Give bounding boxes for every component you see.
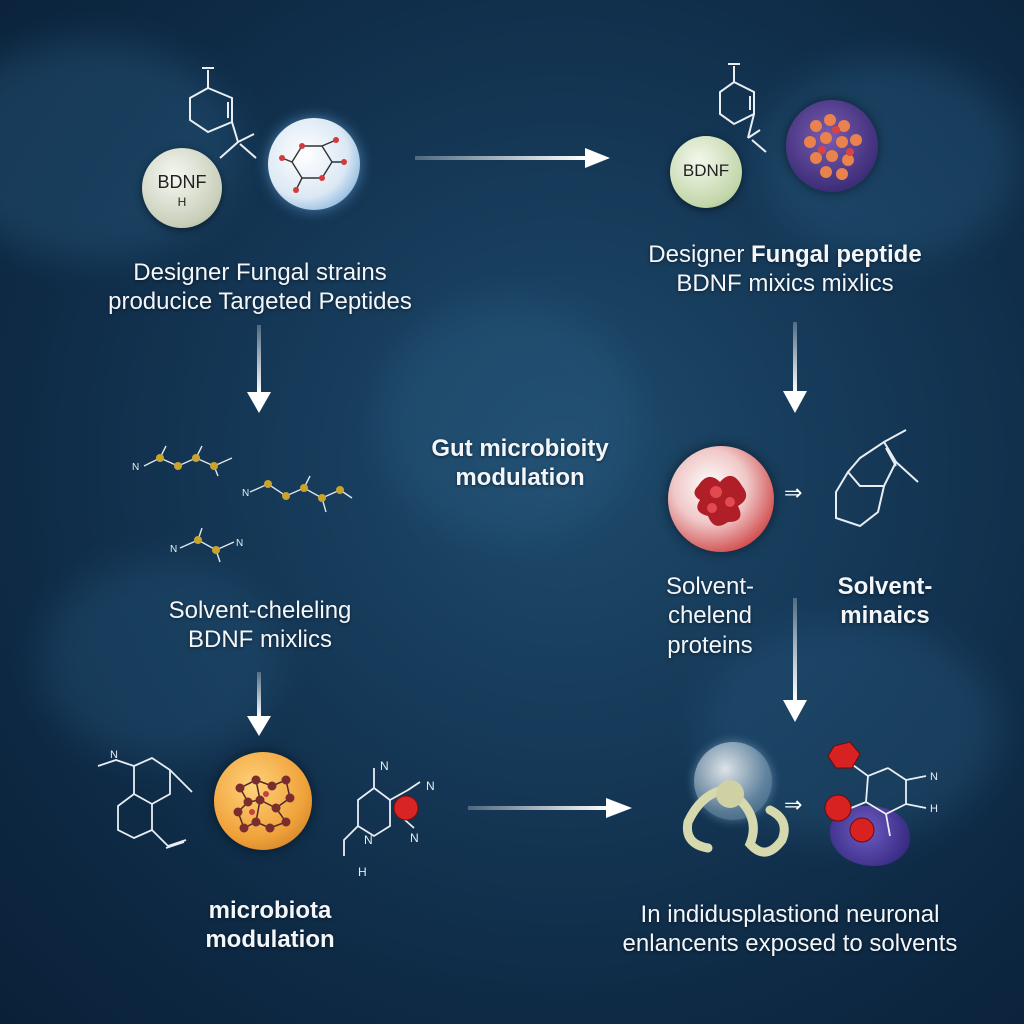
implies-arrow-bottom: ⇒: [784, 792, 803, 817]
orange-lattice-icon: [233, 775, 295, 833]
background-blob: [380, 300, 640, 540]
label-mid-right-b: Solvent- minaics: [800, 572, 970, 631]
label-bottom-left-line2: modulation: [205, 926, 335, 954]
label-center-line2: modulation: [455, 464, 585, 492]
atom-n-label: N: [110, 749, 118, 761]
atom-n-label: N: [410, 831, 419, 845]
label-bottom-right-line2: enlancents exposed to solvents: [622, 930, 958, 958]
arrow-left-down-1: [247, 325, 271, 413]
label-top-right-line1-pre: Designer: [648, 241, 752, 268]
atom-n-label: N: [930, 771, 938, 783]
bdnf-badge-subtitle: H: [177, 195, 187, 209]
mid-left-peptide-chains: N N N N: [132, 445, 353, 563]
implies-arrow-mid: ⇒: [784, 480, 803, 505]
neuron-tube-icon: [682, 780, 789, 857]
label-mid-left-line2: BDNF mixlics: [188, 626, 332, 654]
label-top-right-line1-bold: Fungal peptide: [751, 241, 922, 268]
atom-n-label: N: [170, 544, 177, 555]
orange-molecule-sphere: [214, 752, 312, 850]
red-protein-sphere: [668, 446, 774, 552]
arrow-right-down-1: [783, 322, 807, 413]
label-top-right-line1: Designer Fungal peptide: [600, 240, 970, 269]
label-mid-left: Solvent-cheleling BDNF mixlics: [120, 596, 400, 655]
label-bottom-right-line1: In indidusplastiond neuronal: [640, 901, 940, 928]
atom-n-label: N: [364, 833, 373, 847]
label-mid-right-a: Solvent- chelend proteins: [620, 572, 800, 660]
bottom-left-skeletal-structure-2: N N N N H: [343, 759, 435, 879]
background-blob: [40, 560, 280, 760]
label-center-line1: Gut microbioity: [431, 435, 609, 462]
label-top-right: Designer Fungal peptide BDNF mixics mixl…: [600, 240, 970, 299]
arrow-right-down-2: [783, 598, 807, 722]
protein-blob-top-right: [786, 100, 878, 192]
label-top-right-line2: BDNF mixics mixlics: [676, 270, 894, 298]
red-protein-fold-icon: [694, 475, 747, 526]
label-top-left: Designer Fungal strains producice Target…: [80, 258, 440, 317]
bottom-right-skeletal-structure: N H: [824, 741, 938, 843]
label-top-left-line1: Designer Fungal strains: [133, 259, 387, 286]
peptide-sphere-top-left: [268, 118, 360, 210]
label-mid-right-b-line2: minaics: [840, 602, 930, 630]
bottom-left-skeletal-structure: N: [97, 749, 193, 849]
label-mid-right-a-line1: Solvent-: [665, 573, 755, 600]
label-top-left-line2: producice Targeted Peptides: [108, 288, 412, 316]
top-left-skeletal-structure: [189, 67, 257, 159]
mid-right-skeletal-structure: [835, 429, 919, 528]
atom-n-label: N: [380, 759, 389, 773]
label-bottom-right: In indidusplastiond neuronal enlancents …: [600, 900, 980, 959]
atom-h-label: H: [930, 803, 938, 815]
label-bottom-left: microbiota modulation: [140, 896, 400, 955]
bdnf-badge-top-left: BDNF H: [142, 148, 222, 228]
label-mid-right-b-line1: Solvent-: [837, 573, 933, 600]
label-mid-right-a-line2: chelend: [667, 602, 753, 630]
atom-n-label: N: [236, 538, 243, 549]
label-center: Gut microbioity modulation: [400, 434, 640, 493]
bdnf-badge-title: BDNF: [682, 161, 730, 180]
top-right-skeletal-structure: [719, 63, 767, 153]
bdnf-badge-title: BDNF: [157, 172, 207, 192]
atom-h-label: H: [358, 865, 367, 879]
arrow-top-horizontal: [415, 148, 610, 168]
bdnf-badge-top-right: BDNF: [670, 136, 742, 208]
red-atom-icon: [393, 795, 419, 821]
atom-n-label: N: [132, 462, 139, 473]
protein-beads-icon: [804, 114, 862, 180]
label-mid-left-line1: Solvent-cheleling: [168, 597, 352, 624]
label-mid-right-a-line3: proteins: [667, 631, 753, 659]
peptide-ring-icon: [279, 137, 347, 193]
arrow-left-down-2: [247, 672, 271, 736]
atom-n-label: N: [426, 779, 435, 793]
label-bottom-left-line1: microbiota: [208, 897, 332, 924]
arrow-bottom-horizontal: [468, 798, 632, 818]
atom-n-label: N: [242, 488, 249, 499]
